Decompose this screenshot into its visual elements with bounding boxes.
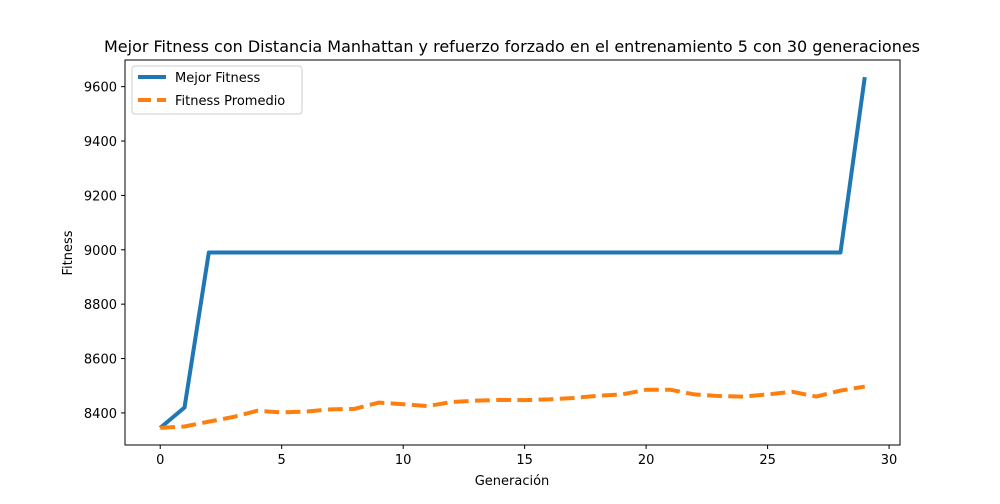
legend-label-fitness-promedio: Fitness Promedio bbox=[175, 94, 285, 109]
y-tick-label: 9000 bbox=[84, 244, 117, 259]
legend-frame bbox=[131, 65, 303, 115]
series-line-mejor-fitness bbox=[158, 76, 867, 430]
legend-label-mejor-fitness: Mejor Fitness bbox=[175, 71, 261, 86]
plot-frame bbox=[124, 59, 901, 446]
series-layer bbox=[158, 76, 867, 430]
y-axis: 8400 8600 8800 9000 9200 9400 9600 bbox=[84, 81, 125, 422]
x-tick-label: 30 bbox=[881, 453, 898, 468]
legend: Mejor Fitness Fitness Promedio bbox=[131, 65, 303, 115]
x-tick-label: 25 bbox=[759, 453, 776, 468]
x-tick-label: 20 bbox=[638, 453, 655, 468]
x-tick-label: 5 bbox=[278, 453, 286, 468]
x-axis: 0 5 10 15 20 25 30 bbox=[156, 445, 897, 468]
y-axis-label: Fitness bbox=[61, 230, 76, 275]
x-axis-label: Generación bbox=[475, 474, 550, 489]
y-tick-label: 9200 bbox=[84, 189, 117, 204]
series-line-fitness-promedio bbox=[160, 384, 866, 430]
y-tick-label: 9400 bbox=[84, 135, 117, 150]
x-tick-label: 0 bbox=[156, 453, 164, 468]
x-tick-label: 10 bbox=[395, 453, 412, 468]
chart-title: Mejor Fitness con Distancia Manhattan y … bbox=[104, 37, 920, 56]
y-tick-label: 8400 bbox=[84, 407, 117, 422]
y-tick-label: 9600 bbox=[84, 81, 117, 96]
y-tick-label: 8600 bbox=[84, 353, 117, 368]
x-tick-label: 15 bbox=[516, 453, 533, 468]
y-tick-label: 8800 bbox=[84, 298, 117, 313]
